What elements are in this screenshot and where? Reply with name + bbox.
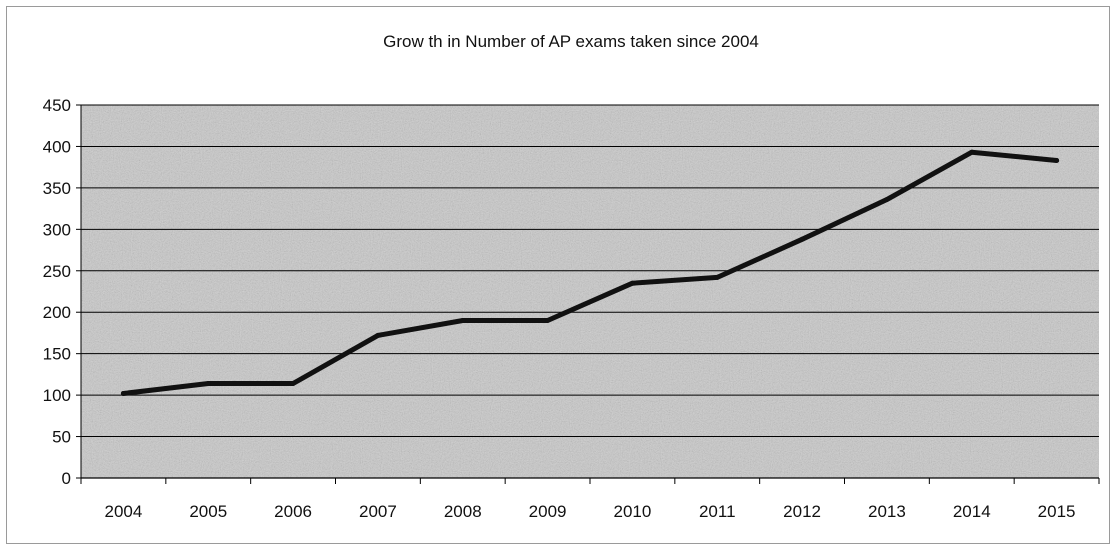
x-tick-label: 2009 — [529, 502, 567, 521]
x-tick-label: 2012 — [783, 502, 821, 521]
y-tick-label: 200 — [43, 303, 71, 322]
x-tick-label: 2007 — [359, 502, 397, 521]
data-point — [545, 318, 551, 324]
x-tick-label: 2004 — [105, 502, 143, 521]
plot-area — [81, 105, 1099, 478]
y-tick-label: 50 — [52, 428, 71, 447]
data-point — [205, 381, 211, 387]
data-point — [1054, 158, 1060, 164]
series-line — [120, 149, 1060, 396]
x-tick-label: 2015 — [1038, 502, 1076, 521]
data-point — [714, 274, 720, 280]
y-tick-label: 150 — [43, 345, 71, 364]
x-tick-label: 2008 — [444, 502, 482, 521]
x-tick-label: 2010 — [614, 502, 652, 521]
x-tick-label: 2013 — [868, 502, 906, 521]
y-tick-label: 0 — [62, 469, 71, 488]
gridlines — [81, 104, 1099, 479]
y-tick-label: 450 — [43, 96, 71, 115]
y-tick-label: 400 — [43, 137, 71, 156]
y-tick-label: 100 — [43, 386, 71, 405]
x-tick-label: 2005 — [189, 502, 227, 521]
chart-title: Grow th in Number of AP exams taken sinc… — [383, 32, 759, 51]
data-point — [375, 332, 381, 338]
data-point — [290, 381, 296, 387]
data-point — [969, 149, 975, 155]
x-tick-label: 2014 — [953, 502, 991, 521]
x-tick-label: 2011 — [699, 502, 736, 521]
plot-texture — [81, 105, 1099, 478]
series-layer — [120, 149, 1060, 396]
x-tick-label: 2006 — [274, 502, 312, 521]
y-tick-label: 350 — [43, 179, 71, 198]
y-axis: 0 50 100 150 200 250 300 350 400 450 — [43, 96, 82, 488]
data-point — [460, 318, 466, 324]
line-chart: Grow th in Number of AP exams taken sinc… — [43, 32, 1100, 521]
data-point — [799, 236, 805, 242]
x-axis: 2004 2005 2006 2007 2008 2009 2010 2011 2012 2013… — [80, 477, 1100, 521]
y-tick-label: 300 — [43, 220, 71, 239]
chart-frame: Grow th in Number of AP exams taken sinc… — [6, 6, 1110, 544]
y-tick-label: 250 — [43, 262, 71, 281]
data-point — [629, 280, 635, 286]
data-point — [120, 390, 126, 396]
data-point — [884, 196, 890, 202]
